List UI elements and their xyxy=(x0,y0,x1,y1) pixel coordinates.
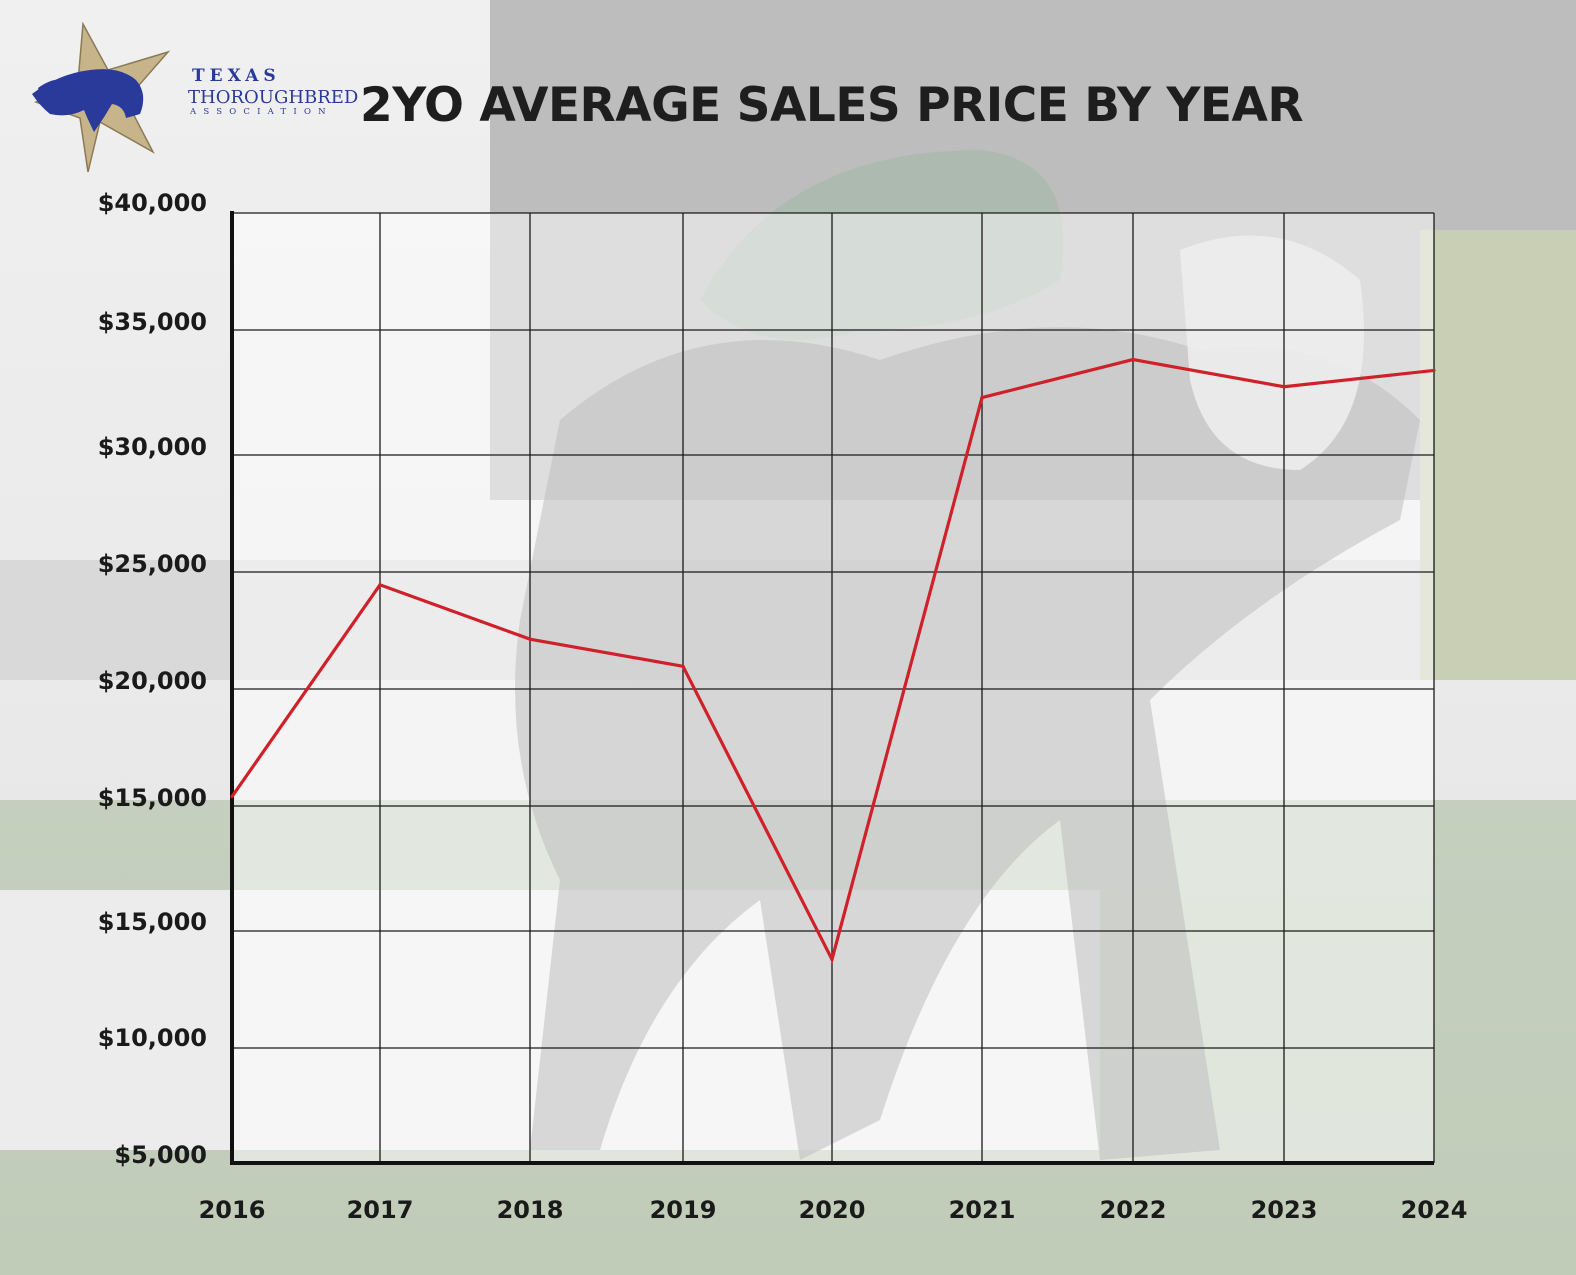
logo-line-1: TEXAS xyxy=(192,66,281,86)
data-point-2016 xyxy=(230,794,234,799)
y-tick-label: $35,000 xyxy=(98,308,207,336)
plot-background xyxy=(232,213,1434,1163)
y-tick-label: $15,000 xyxy=(98,908,207,936)
x-tick-label: 2017 xyxy=(347,1196,414,1224)
x-tick-label: 2019 xyxy=(650,1196,717,1224)
chart-title: 2YO AVERAGE SALES PRICE BY YEAR xyxy=(360,78,1304,133)
x-tick-label: 2023 xyxy=(1251,1196,1318,1224)
x-tick-labels: 2016 2017 2018 2019 2020 2021 2022 2023 2024 xyxy=(199,1196,1468,1224)
y-tick-label: $30,000 xyxy=(98,433,207,461)
data-point-2023 xyxy=(1282,385,1286,389)
x-tick-label: 2020 xyxy=(799,1196,866,1224)
texas-thoroughbred-logo: TEXAS THOROUGHBRED ASSOCIATION xyxy=(28,22,358,174)
y-tick-label: $15,000 xyxy=(98,784,207,812)
data-point-2021 xyxy=(980,395,984,400)
logo-line-3: ASSOCIATION xyxy=(190,107,333,117)
axes xyxy=(230,211,1434,1165)
y-tick-labels: $40,000 $35,000 $30,000 $25,000 $20,000 $15,0… xyxy=(98,189,207,1169)
y-tick-label: $25,000 xyxy=(98,550,207,578)
logo-line-2: THOROUGHBRED xyxy=(188,87,359,108)
data-point-2019 xyxy=(681,664,685,668)
data-point-2018 xyxy=(528,637,532,641)
x-tick-label: 2016 xyxy=(199,1196,266,1224)
plot-area xyxy=(232,213,1434,1163)
y-tick-label: $20,000 xyxy=(98,667,207,695)
horse-head-star-icon xyxy=(32,22,171,173)
y-tick-label: $10,000 xyxy=(98,1024,207,1052)
data-point-2022 xyxy=(1131,357,1135,362)
series-layer xyxy=(230,357,1436,964)
data-point-2024 xyxy=(1432,368,1436,373)
x-tick-label: 2022 xyxy=(1100,1196,1167,1224)
data-point-2020 xyxy=(830,957,834,962)
data-point-2017 xyxy=(378,583,382,587)
y-tick-label: $40,000 xyxy=(98,189,207,217)
x-tick-label: 2024 xyxy=(1401,1196,1468,1224)
x-tick-label: 2021 xyxy=(949,1196,1016,1224)
y-tick-label: $5,000 xyxy=(114,1141,207,1169)
x-tick-label: 2018 xyxy=(497,1196,564,1224)
